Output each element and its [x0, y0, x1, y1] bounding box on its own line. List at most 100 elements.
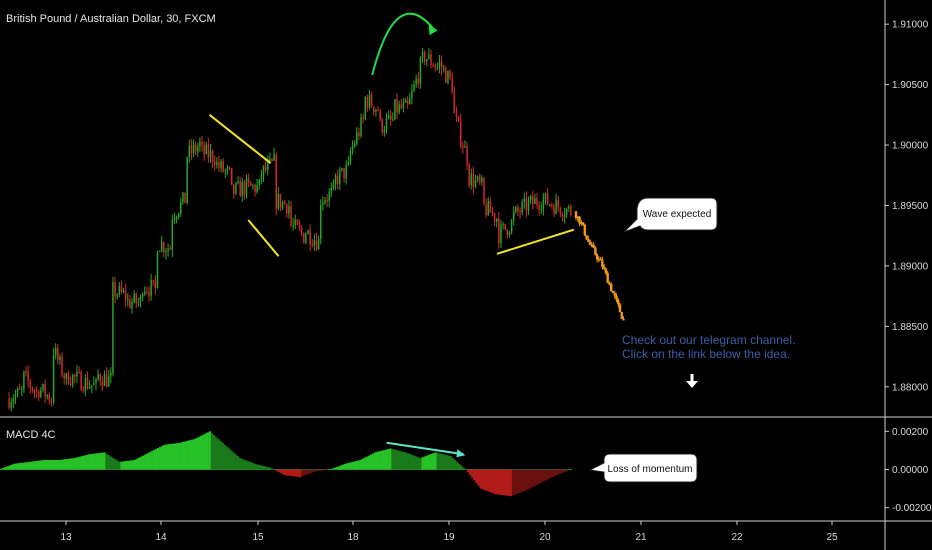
macd-bar: [468, 469, 472, 475]
macd-bar: [2, 467, 5, 470]
candle-body: [481, 177, 483, 182]
macd-bar: [301, 469, 304, 477]
candle-body: [370, 94, 373, 107]
macd-bar: [464, 469, 467, 470]
macd-bar: [70, 458, 74, 470]
projection-body: [604, 268, 608, 274]
candle-body: [565, 208, 568, 216]
macd-bar: [380, 450, 384, 470]
candle-body: [336, 175, 339, 185]
macd-bar: [247, 461, 250, 470]
macd-bar: [402, 451, 405, 470]
candle-body: [218, 162, 220, 168]
macd-bar: [51, 459, 55, 470]
macd-bar: [333, 467, 336, 470]
candle-body: [277, 194, 280, 209]
candle-body: [245, 178, 248, 195]
candle-body: [239, 181, 241, 197]
candle-body: [254, 185, 256, 193]
macd-bar: [27, 461, 31, 470]
callout-wave-expected[interactable]: Wave expected: [623, 197, 718, 233]
candle-body: [228, 167, 231, 169]
candle-body: [411, 90, 413, 99]
macd-bar: [462, 467, 465, 470]
candle-body: [421, 51, 424, 59]
macd-bar: [77, 456, 80, 470]
macd-bar: [397, 450, 401, 470]
projection-body: [590, 244, 594, 247]
candle-body: [413, 84, 415, 91]
price-tick-label: 1.90000: [892, 141, 929, 152]
macd-bar: [215, 437, 218, 470]
macd-bar: [350, 462, 353, 470]
candle-body: [233, 184, 235, 194]
macd-bar: [518, 469, 521, 493]
candle-body: [205, 144, 207, 155]
candle-body: [317, 238, 320, 250]
candle-body: [262, 165, 265, 176]
macd-bar: [195, 437, 199, 470]
macd-bar: [264, 466, 267, 470]
candle-body: [510, 220, 513, 233]
candle-body: [224, 170, 227, 172]
macd-bar: [376, 451, 379, 470]
price-tick-label: 1.90500: [892, 80, 929, 91]
macd-bar: [410, 454, 414, 470]
macd-bar: [481, 469, 485, 490]
macd-bar: [55, 459, 59, 470]
macd-bar: [262, 465, 265, 470]
macd-bar: [311, 469, 315, 473]
time-axis[interactable]: 13 14 15 18 19 20 21 22 25: [60, 521, 838, 543]
candle-body: [353, 143, 356, 147]
projection-body: [594, 247, 597, 255]
candle-body: [74, 374, 76, 377]
macd-bar: [113, 459, 117, 470]
macd-bar: [554, 469, 558, 476]
candle-body: [341, 168, 343, 171]
macd-bar: [107, 455, 110, 470]
macd-bar: [223, 444, 227, 470]
candle-body: [464, 146, 466, 148]
candle-body: [398, 104, 400, 113]
macd-bar: [163, 444, 166, 470]
trendline: [247, 219, 280, 257]
macd-bar: [509, 469, 513, 497]
macd-bar: [427, 454, 431, 470]
candle-body: [559, 207, 562, 215]
candle-body: [442, 67, 445, 69]
candle-body: [194, 144, 197, 152]
projection-body: [601, 260, 604, 268]
candle-body: [118, 286, 121, 295]
macd-bar: [283, 469, 287, 476]
candle-body: [122, 290, 125, 293]
macd-bar: [94, 453, 98, 470]
macd-bar: [0, 468, 3, 470]
price-axis[interactable]: 1.91000 1.90500 1.90000 1.89500 1.89000 1.885…: [885, 20, 929, 394]
macd-bar: [307, 469, 310, 474]
candle-body: [10, 402, 12, 408]
candle-body: [44, 384, 46, 397]
candle-body: [551, 204, 553, 207]
macd-bar: [415, 456, 418, 470]
callout-loss-of-momentum[interactable]: Loss of momentum: [588, 453, 698, 483]
macd-bar: [436, 452, 439, 470]
candle-body: [326, 200, 328, 202]
candle-body: [300, 227, 303, 234]
macd-bar: [365, 456, 369, 470]
projection-body: [574, 211, 578, 219]
macd-bar: [126, 460, 130, 470]
macd-bar: [399, 451, 403, 470]
macd-bar: [329, 469, 332, 470]
macd-bar: [526, 469, 530, 490]
macd-axis[interactable]: 0.00200 0.00000 -0.00200: [885, 427, 932, 514]
macd-bar: [64, 459, 67, 470]
candle-body: [347, 162, 350, 165]
candle-body: [230, 167, 233, 185]
macd-bar: [40, 460, 44, 470]
candle-body: [209, 150, 212, 158]
macd-bar: [10, 464, 14, 470]
candle-body: [366, 97, 369, 108]
candle-body: [226, 167, 229, 171]
candle-body: [95, 379, 97, 384]
candle-body: [33, 390, 36, 392]
